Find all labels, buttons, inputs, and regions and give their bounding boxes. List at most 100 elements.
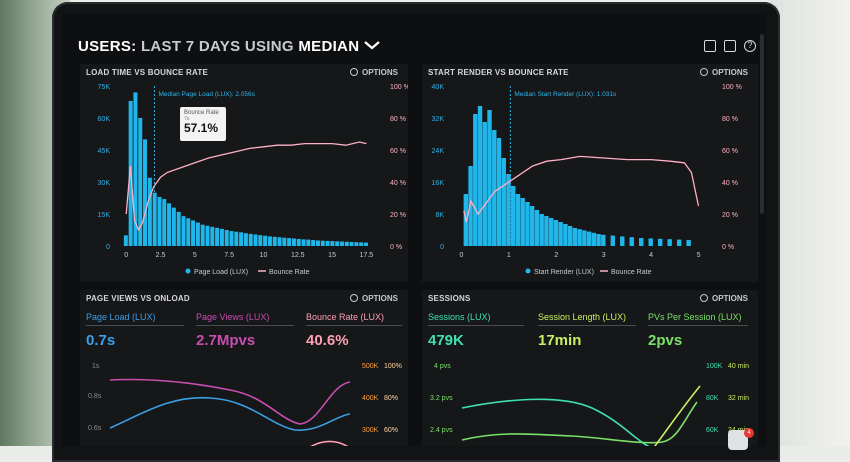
y-tick: 4 pvs: [434, 363, 451, 370]
options-button[interactable]: OPTIONS: [349, 68, 398, 77]
bar: [243, 233, 248, 246]
panel-start-render: START RENDER VS BOUNCE RATE OPTIONS 40K 3…: [422, 64, 758, 282]
options-label: OPTIONS: [361, 294, 398, 303]
panel-sessions: SESSIONS OPTIONS Sessions (LUX) 479K Ses…: [422, 290, 758, 446]
y-tick: 8K: [435, 212, 444, 219]
line-bounce-rate: [125, 141, 367, 232]
bar: [253, 234, 258, 246]
bar: [335, 241, 340, 246]
y-tick-right: 0 %: [722, 244, 734, 251]
series-session-length: [653, 385, 701, 446]
y-tick-right: 40 %: [390, 180, 406, 187]
page-title[interactable]: USERS: LAST 7 DAYS USING MEDIAN: [78, 38, 380, 55]
bar: [553, 220, 559, 246]
bar: [558, 222, 563, 246]
y-tick-right: 40 %: [722, 180, 738, 187]
y-tick-right: 80%: [384, 395, 398, 402]
y-tick: 0: [440, 244, 444, 251]
share-icon[interactable]: [724, 40, 736, 52]
bar: [610, 235, 615, 246]
metric-divider: [306, 325, 402, 326]
x-tick: 10: [260, 252, 268, 259]
y-tick: 15K: [98, 212, 111, 219]
bar: [219, 228, 224, 246]
y-tick-right: 40 min: [728, 363, 749, 370]
x-tick: 7.5: [224, 252, 234, 259]
chat-widget[interactable]: [728, 430, 748, 450]
bar: [339, 241, 344, 246]
bar: [263, 235, 268, 246]
gear-icon: [349, 68, 358, 76]
y-tick-right: 60K: [706, 427, 719, 434]
metric-label: Page Views (LUX): [196, 312, 270, 322]
bar: [200, 224, 205, 246]
bar: [591, 232, 597, 246]
monitor-icon[interactable]: [704, 40, 716, 52]
x-tick: 12.5: [291, 252, 305, 259]
bar: [239, 232, 244, 246]
legend-marker: [185, 268, 191, 274]
bar: [563, 224, 568, 246]
bar: [667, 239, 672, 246]
bar: [676, 239, 682, 246]
bar: [577, 229, 582, 246]
dashboard-screen: USERS: LAST 7 DAYS USING MEDIAN ? LOAD T…: [62, 14, 766, 446]
bar: [686, 240, 691, 246]
bar: [359, 242, 364, 246]
bar: [315, 240, 320, 246]
bar: [296, 238, 301, 246]
y-tick: 1s: [92, 363, 100, 370]
bar: [325, 240, 330, 246]
bar: [567, 226, 573, 246]
bar: [515, 194, 521, 246]
options-button[interactable]: OPTIONS: [699, 68, 748, 77]
y-tick: 0: [106, 244, 110, 251]
bar: [229, 231, 234, 246]
options-button[interactable]: OPTIONS: [699, 294, 748, 303]
y-tick-right: 20 %: [722, 212, 738, 219]
bar: [520, 198, 525, 246]
bar: [586, 231, 592, 246]
metric-value: 2pvs: [648, 332, 683, 349]
bar: [525, 202, 530, 246]
tooltip-value: 57.1%: [184, 121, 219, 135]
background-wall: [770, 0, 850, 446]
bar: [596, 234, 601, 246]
x-tick: 0: [124, 252, 128, 259]
panel-title: LOAD TIME VS BOUNCE RATE: [86, 68, 208, 77]
chart-sessions: 4 pvs 3.2 pvs 2.4 pvs 100K 80K 60K 40 mi…: [430, 363, 749, 446]
bar: [548, 218, 554, 246]
metric-label: Page Load (LUX): [86, 312, 156, 322]
y-tick: 0.8s: [88, 393, 102, 400]
title-using: USING: [244, 38, 294, 55]
bar: [234, 231, 239, 246]
x-tick: 5: [697, 252, 701, 259]
metric-divider: [538, 325, 636, 326]
chart-start-render: 40K 32K 24K 16K 8K 0 100 % 80 % 60 % 40 % 20 % 0 % 0…: [432, 84, 742, 276]
bar: [629, 237, 634, 246]
bar: [511, 186, 516, 246]
options-button[interactable]: OPTIONS: [349, 294, 398, 303]
y-tick: 60K: [98, 116, 111, 123]
scrollbar[interactable]: [760, 34, 764, 214]
series-bounce-rate: [310, 440, 349, 446]
x-tick: 0: [460, 252, 464, 259]
y-tick: 0.6s: [88, 425, 102, 432]
y-tick-right: 100K: [706, 363, 723, 370]
help-icon[interactable]: ?: [744, 40, 756, 52]
options-label: OPTIONS: [711, 294, 748, 303]
metric-page-load: Page Load (LUX) 0.7s: [86, 312, 184, 349]
bar: [181, 216, 186, 246]
bar: [176, 211, 181, 246]
y-tick-right: 100 %: [722, 84, 742, 91]
chevron-down-icon[interactable]: [364, 40, 380, 50]
metric-divider: [428, 325, 524, 326]
bar: [639, 238, 644, 246]
metric-value: 2.7Mpvs: [196, 332, 256, 349]
bar: [186, 218, 191, 246]
y-tick-right: 60 %: [722, 148, 738, 155]
series-sessions: [461, 398, 650, 446]
bar: [162, 199, 167, 246]
chart-page-views: 1s 0.8s 0.6s 500K 400K 300K 100% 80% 60%: [88, 363, 402, 446]
bar: [167, 203, 172, 246]
